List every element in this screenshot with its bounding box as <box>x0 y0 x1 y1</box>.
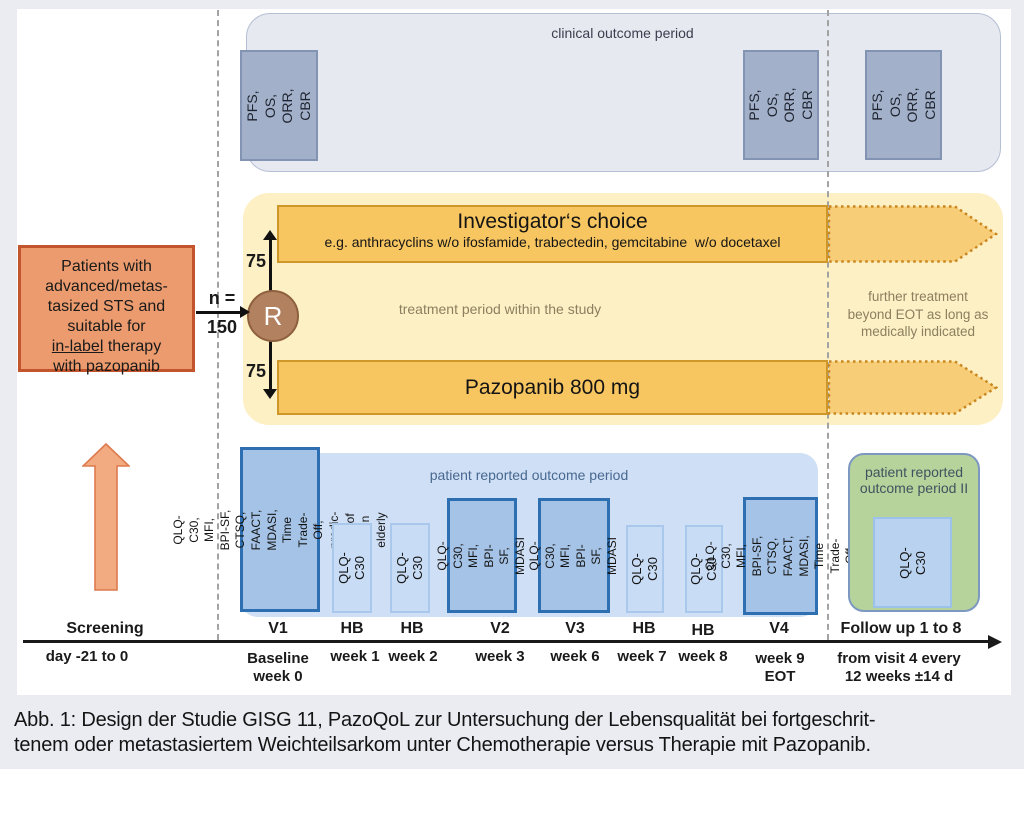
tick-time-v4: week 9 EOT <box>755 650 805 685</box>
tick-visit-followup: Follow up 1 to 8 <box>840 620 962 637</box>
further-treatment-label: further treatment beyond EOT as long as … <box>847 289 989 340</box>
tick-visit-hb3: HB <box>632 620 656 637</box>
pro-box-v4-label: QLQ-C30, MFI, BPI-SF, CTSQ, FAACT, MDASI… <box>702 535 857 577</box>
pro-box-hb-week2: QLQ-C30 <box>390 523 430 613</box>
tick-visit-hb1: HB <box>340 620 364 637</box>
tick-visit-v2: V2 <box>490 620 510 637</box>
pro-box-v3-label: QLQ-C30, MFI, BPI-SF, MDASI <box>527 536 620 575</box>
endpoint-box-eot: PFS, OS, ORR, CBR <box>743 50 819 160</box>
arm-investigators-choice: Investigator‘s choice e.g. anthracyclins… <box>277 205 828 263</box>
tick-visit-v3: V3 <box>565 620 585 637</box>
pro-box-hb-week1-label: QLQ-C30 <box>335 552 367 584</box>
randomization-symbol: R <box>263 300 283 331</box>
tick-visit-hb2: HB <box>400 620 424 637</box>
pro-period2-box-label: QLQ-C30 <box>896 546 928 579</box>
dotted-arrow-bottom <box>828 360 998 415</box>
n-label: n = <box>208 288 236 308</box>
pro-box-hb-week8: QLQ-C30 <box>685 525 723 613</box>
population-box: Patients with advanced/metas- tasized ST… <box>18 245 195 375</box>
pro-box-hb-week7: QLQ-C30 <box>626 525 664 613</box>
population-inlabel-underline: in-label <box>51 338 104 355</box>
tick-time-v1: Baseline week 0 <box>247 650 309 685</box>
screening-up-arrow <box>82 443 130 591</box>
n-value: 150 <box>206 317 238 337</box>
arm-top-count: 75 <box>245 251 267 271</box>
timeline-axis-arrowhead <box>988 634 1002 649</box>
arm-pazopanib-title: Pazopanib 800 mg <box>464 375 641 399</box>
treatment-period-label: treatment period within the study <box>398 301 602 317</box>
endpoint-box-followup-label: PFS, OS, ORR, CBR <box>868 87 938 123</box>
bracket-arrow-down <box>263 389 277 399</box>
tick-time-hb4: week 8 <box>678 648 728 665</box>
bracket-arrow-up <box>263 230 277 240</box>
n-arrow-line <box>196 311 242 314</box>
dashed-separator-eot <box>827 10 829 640</box>
tick-time-v3: week 6 <box>550 648 600 665</box>
tick-time-screening: day -21 to 0 <box>45 648 129 665</box>
arm-investigators-choice-subtitle: e.g. anthracyclins w/o ifosfamide, trabe… <box>324 234 781 250</box>
randomization-circle: R <box>247 290 299 342</box>
arm-bottom-count: 75 <box>245 361 267 381</box>
pro-period-label: patient reported outcome period <box>429 467 629 483</box>
tick-time-v2: week 3 <box>475 648 525 665</box>
tick-visit-v1: V1 <box>268 620 288 637</box>
pro-box-v2: QLQ-C30, MFI, BPI-SF, MDASI <box>435 498 527 613</box>
tick-time-hb1: week 1 <box>330 648 380 665</box>
tick-time-hb2: week 2 <box>388 648 438 665</box>
dashed-separator-baseline <box>217 10 219 640</box>
pro-box-v4: QLQ-C30, MFI, BPI-SF, CTSQ, FAACT, MDASI… <box>703 497 857 615</box>
pro-box-v2-label: QLQ-C30, MFI, BPI-SF, MDASI <box>435 536 528 575</box>
tick-visit-hb4: HB <box>691 622 715 639</box>
timeline-axis <box>23 640 989 643</box>
pro-period2-box: QLQ-C30 <box>873 517 952 608</box>
pro-box-hb-week2-label: QLQ-C30 <box>393 552 425 584</box>
endpoint-box-baseline: PFS, OS, ORR, CBR <box>240 50 318 161</box>
pro-box-v1: QLQ-C30, MFI, BPI-SF, CTSQ, FAACT, MDASI… <box>171 447 388 612</box>
endpoint-box-baseline-label: PFS, OS, ORR, CBR <box>244 88 313 123</box>
dotted-arrow-top <box>828 205 998 263</box>
pro-box-hb-week7-label: QLQ-C30 <box>628 553 660 585</box>
pro-box-v3: QLQ-C30, MFI, BPI-SF, MDASI <box>527 498 619 613</box>
tick-visit-screening: Screening <box>66 620 144 637</box>
endpoint-box-followup: PFS, OS, ORR, CBR <box>865 50 942 160</box>
clinical-outcome-label: clinical outcome period <box>551 25 694 41</box>
tick-time-hb3: week 7 <box>617 648 667 665</box>
bottom-band <box>0 769 1024 816</box>
n-arrow-head <box>240 306 250 318</box>
tick-visit-v4: V4 <box>769 620 789 637</box>
pro-period2-label: patient reported outcome period II <box>859 464 969 497</box>
arm-pazopanib: Pazopanib 800 mg <box>277 360 828 415</box>
pro-box-hb-week1: QLQ-C30 <box>332 523 372 613</box>
endpoint-box-eot-label: PFS, OS, ORR, CBR <box>746 87 815 123</box>
arm-investigators-choice-title: Investigator‘s choice <box>457 210 648 233</box>
population-text: Patients with advanced/metas- tasized ST… <box>45 258 168 375</box>
figure-caption: Abb. 1: Design der Studie GISG 11, PazoQ… <box>14 709 876 756</box>
tick-time-followup: from visit 4 every 12 weeks ±14 d <box>837 650 961 685</box>
